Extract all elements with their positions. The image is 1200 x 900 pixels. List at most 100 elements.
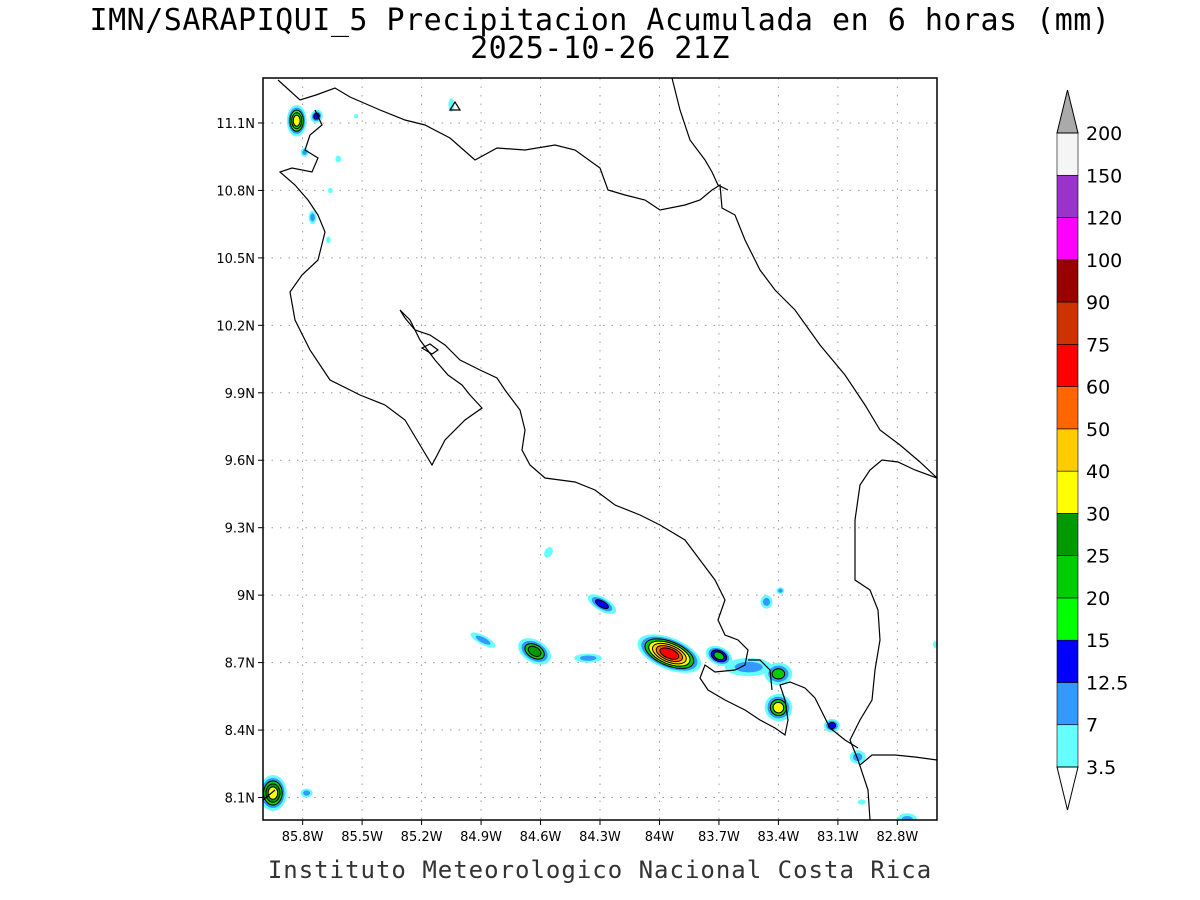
colorbar-swatch — [1056, 639, 1079, 683]
colorbar-label: 7 — [1086, 715, 1098, 737]
precip-contour — [328, 187, 333, 194]
colorbar-lower-arrow — [1056, 766, 1079, 811]
lat-tick-label: 9.3N — [225, 522, 255, 537]
precip-cell — [897, 813, 918, 820]
lat-tick-label: 11.1N — [216, 117, 255, 132]
colorbar-swatch — [1056, 344, 1079, 387]
precip-contour — [310, 213, 315, 222]
colorbar-label: 50 — [1086, 419, 1110, 441]
lon-tick-label: 85.2W — [401, 830, 443, 845]
panama-border — [849, 459, 937, 820]
colorbar-swatch — [1056, 428, 1079, 472]
precip-cell — [857, 799, 866, 805]
precip-cell — [263, 775, 287, 812]
colorbar-swatch — [1056, 513, 1079, 556]
precip-contour — [527, 645, 542, 657]
precip-cell — [824, 718, 840, 733]
precip-cell — [328, 187, 333, 194]
precip-contour — [659, 647, 680, 660]
precip-cell — [286, 104, 307, 137]
lat-tick-label: 10.5N — [216, 252, 255, 267]
precip-contour — [303, 790, 311, 796]
colorbar-label: 120 — [1086, 208, 1122, 230]
golfo-coast-west — [263, 789, 276, 801]
colorbar-label: 3.5 — [1086, 757, 1116, 779]
colorbar-swatch — [1056, 682, 1079, 726]
lon-tick-label: 83.4W — [758, 830, 800, 845]
precip-cell — [724, 658, 773, 677]
precip-contour — [354, 113, 359, 119]
colorbar-label: 100 — [1086, 250, 1122, 272]
precip-cell — [335, 155, 342, 163]
precip-cell — [764, 662, 793, 686]
map-background — [263, 78, 937, 820]
precip-contour — [772, 701, 785, 714]
precip-cell — [518, 638, 552, 665]
precip-cell — [354, 113, 359, 119]
lon-tick-label: 84.9W — [460, 830, 502, 845]
lon-tick-label: 85.8W — [282, 830, 324, 845]
colorbar-label: 200 — [1086, 123, 1122, 145]
colorbar-label: 20 — [1086, 588, 1110, 610]
lat-tick-label: 8.1N — [225, 792, 255, 807]
precip-cell — [470, 632, 496, 648]
precip-cell — [326, 236, 331, 244]
lat-tick-label: 9N — [237, 589, 255, 604]
precip-cell — [776, 587, 785, 595]
precip-cell — [637, 634, 702, 673]
precip-contour — [292, 114, 301, 127]
precip-contour — [448, 98, 455, 112]
costa-rica-caribbean-coast — [277, 79, 937, 479]
precip-cell — [587, 594, 617, 614]
precip-contour — [734, 661, 763, 673]
precip-contour — [778, 588, 783, 593]
precip-cell — [544, 547, 553, 558]
lon-tick-label: 84.6W — [520, 830, 562, 845]
precip-contour — [267, 786, 279, 800]
lat-tick-label: 10.8N — [216, 184, 255, 199]
precip-contour — [335, 155, 342, 163]
colorbar-label: 30 — [1086, 503, 1110, 525]
colorbar-label: 150 — [1086, 165, 1122, 187]
footer-credit: Instituto Meteorologico Nacional Costa R… — [267, 856, 933, 884]
colorbar-label: 60 — [1086, 377, 1110, 399]
map-subtitle-date: 2025-10-26 21Z — [470, 31, 730, 66]
precip-contour — [595, 599, 609, 610]
colorbar-swatch — [1056, 132, 1079, 176]
lat-tick-label: 9.6N — [225, 454, 255, 469]
lon-tick-label: 84W — [645, 830, 675, 845]
lat-tick-label: 8.4N — [225, 724, 255, 739]
precip-cell — [300, 147, 309, 157]
precip-contour — [771, 668, 786, 680]
lon-tick-label: 82.8W — [876, 830, 918, 845]
precip-cell — [300, 788, 313, 798]
colorbar-swatch — [1056, 597, 1079, 641]
lon-tick-label: 85.5W — [341, 830, 383, 845]
coastline-layer — [263, 78, 937, 820]
colorbar-swatch — [1056, 470, 1079, 514]
precipitation-layer — [263, 98, 937, 820]
precip-contour — [713, 651, 725, 661]
colorbar-label: 15 — [1086, 630, 1110, 652]
colorbar-swatch — [1056, 386, 1079, 430]
burica-coast — [859, 754, 937, 766]
longitude-ticks: 85.8W 85.5W 85.2W 84.9W 84.6W 84.3W 84W 83.7W 83… — [282, 820, 918, 845]
nicoya-island — [420, 343, 440, 355]
colorbar-label: 40 — [1086, 461, 1110, 483]
colorbar-swatch — [1056, 301, 1079, 345]
costa-rica-pacific-coast — [278, 109, 859, 749]
lon-tick-label: 83.1W — [817, 830, 859, 845]
colorbar-label: 12.5 — [1086, 672, 1128, 694]
lat-tick-label: 10.2N — [216, 319, 255, 334]
colorbar-legend: 3.5 7 12.5 15 20 25 30 40 50 60 75 90 100 120 150 200 — [1056, 89, 1128, 811]
colorbar-label: 90 — [1086, 292, 1110, 314]
precip-cell — [760, 595, 773, 609]
precip-contour — [901, 816, 914, 820]
colorbar-swatch — [1056, 217, 1079, 261]
precip-contour — [579, 655, 597, 661]
lat-tick-label: 8.7N — [225, 657, 255, 672]
precip-cell — [448, 98, 455, 112]
precip-cell — [574, 653, 602, 663]
lon-tick-label: 83.7W — [698, 830, 740, 845]
